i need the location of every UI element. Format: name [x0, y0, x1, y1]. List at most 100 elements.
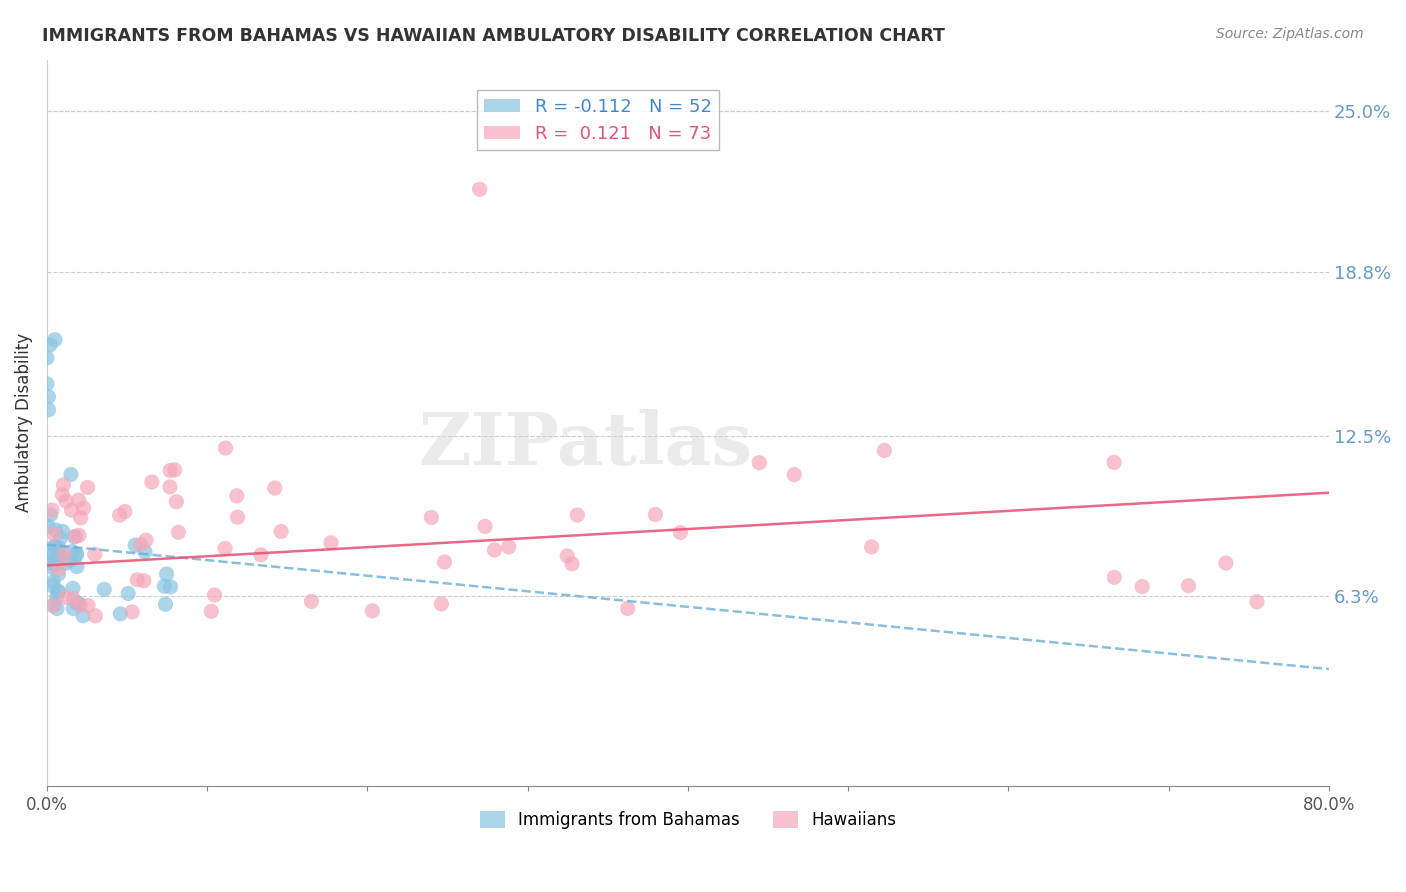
Point [52, 478, 75, 492]
Point [42, 558, 65, 572]
Point [129, 538, 152, 552]
Point [65, 547, 87, 561]
Point [48, 562, 70, 576]
Point [67, 528, 90, 542]
Point [270, 524, 292, 539]
Point [165, 495, 187, 509]
Point [42, 599, 65, 613]
Point [49, 531, 72, 545]
Point [124, 538, 146, 552]
Point [155, 567, 177, 582]
Point [1102, 455, 1125, 469]
Point [48, 541, 70, 555]
Point [42, 574, 65, 589]
Point [748, 456, 770, 470]
Point [319, 536, 342, 550]
Point [45, 557, 67, 571]
Point [155, 597, 177, 611]
Point [860, 540, 883, 554]
Point [63, 530, 86, 544]
Point [134, 545, 156, 559]
Point [62, 581, 84, 595]
Point [44, 527, 66, 541]
Point [48, 585, 70, 599]
Point [44, 554, 66, 568]
Point [35, 376, 58, 391]
Point [37, 519, 59, 533]
Point [62, 601, 84, 615]
Point [117, 586, 139, 600]
Point [108, 508, 131, 523]
Point [69, 511, 91, 525]
Point [420, 510, 443, 524]
Point [200, 604, 222, 618]
Point [474, 519, 496, 533]
Point [1130, 580, 1153, 594]
Point [1215, 556, 1237, 570]
Point [484, 543, 506, 558]
Point [46, 584, 69, 599]
Text: ZIPatlas: ZIPatlas [418, 409, 752, 480]
Point [567, 508, 589, 522]
Point [159, 480, 181, 494]
Point [167, 525, 190, 540]
Point [65, 548, 87, 562]
Point [159, 463, 181, 477]
Point [127, 573, 149, 587]
Point [41, 503, 63, 517]
Point [55, 591, 77, 605]
Point [616, 601, 638, 615]
Point [430, 597, 453, 611]
Point [1177, 579, 1199, 593]
Point [561, 557, 583, 571]
Point [1246, 595, 1268, 609]
Point [301, 594, 323, 608]
Point [159, 580, 181, 594]
Point [1104, 570, 1126, 584]
Point [39, 508, 62, 522]
Point [225, 489, 247, 503]
Point [93, 582, 115, 597]
Y-axis label: Ambulatory Disability: Ambulatory Disability [15, 333, 32, 512]
Point [67, 596, 90, 610]
Point [55, 556, 77, 570]
Point [42, 540, 65, 554]
Point [263, 481, 285, 495]
Point [44, 333, 66, 347]
Point [644, 508, 666, 522]
Point [468, 182, 491, 196]
Point [46, 601, 69, 615]
Point [42, 598, 65, 612]
Point [37, 402, 59, 417]
Point [72, 501, 94, 516]
Point [65, 529, 87, 543]
Point [873, 443, 896, 458]
Point [669, 525, 692, 540]
Point [76, 480, 98, 494]
Point [141, 475, 163, 489]
Point [66, 559, 89, 574]
Point [121, 605, 143, 619]
Point [41, 579, 63, 593]
Point [41, 560, 63, 574]
Point [62, 591, 84, 606]
Point [204, 588, 226, 602]
Point [59, 467, 82, 482]
Point [39, 338, 62, 352]
Point [48, 550, 70, 565]
Point [44, 523, 66, 537]
Point [84, 608, 107, 623]
Point [48, 566, 70, 581]
Point [783, 467, 806, 482]
Point [77, 599, 100, 613]
Point [53, 548, 76, 562]
Point [83, 548, 105, 562]
Point [52, 524, 75, 539]
Point [361, 604, 384, 618]
Point [110, 607, 132, 621]
Point [45, 590, 67, 604]
Point [214, 541, 236, 556]
Point [214, 441, 236, 455]
Point [38, 545, 60, 559]
Point [67, 493, 90, 508]
